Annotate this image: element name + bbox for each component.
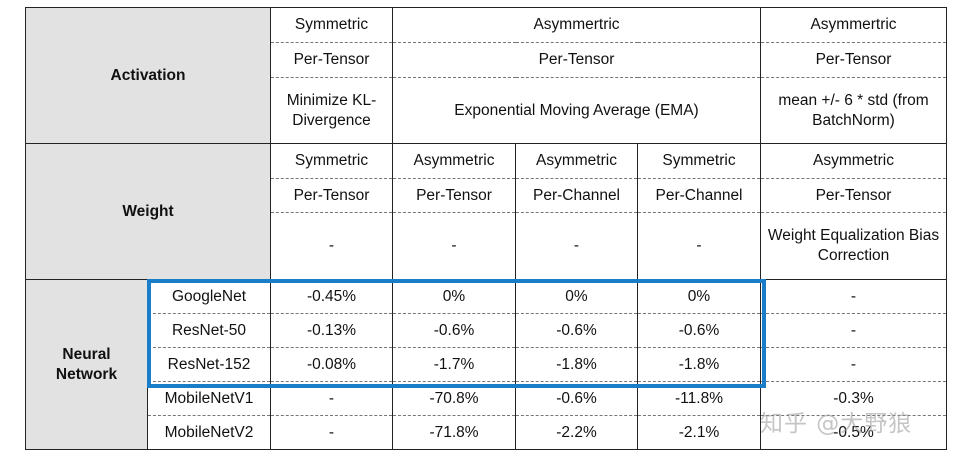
result-cell: -0.08% (270, 347, 393, 382)
weight-symmetry-cell: Symmetric (637, 143, 761, 179)
result-cell: 0% (515, 279, 638, 314)
activation-granularity-cell: Per-Tensor (392, 42, 761, 78)
result-cell: -2.1% (637, 415, 761, 450)
activation-granularity-cell: Per-Tensor (270, 42, 393, 78)
watermark: 知乎 @大野狼 (760, 411, 913, 437)
weight-symmetry-cell: Asymmetric (760, 143, 947, 179)
weight-header: Weight (25, 143, 271, 280)
result-cell: - (760, 347, 947, 382)
weight-method-cell: Weight Equalization Bias Correction (760, 212, 947, 280)
activation-header: Activation (25, 7, 271, 144)
weight-granularity-cell: Per-Tensor (270, 178, 393, 213)
result-cell: -0.6% (637, 313, 761, 348)
activation-granularity-cell: Per-Tensor (760, 42, 947, 78)
result-cell: - (270, 415, 393, 450)
weight-symmetry-cell: Asymmetric (515, 143, 638, 179)
result-cell: -11.8% (637, 381, 761, 416)
weight-symmetry-cell: Asymmetric (392, 143, 516, 179)
weight-granularity-cell: Per-Tensor (760, 178, 947, 213)
network-name-cell: ResNet-50 (147, 313, 271, 348)
result-cell: - (270, 381, 393, 416)
result-cell: - (760, 313, 947, 348)
result-cell: -0.45% (270, 279, 393, 314)
activation-symmetry-cell: Asymmertric (392, 7, 761, 43)
result-cell: 0% (637, 279, 761, 314)
weight-method-cell: - (637, 212, 761, 280)
weight-granularity-cell: Per-Tensor (392, 178, 516, 213)
network-name-cell: MobileNetV1 (147, 381, 271, 416)
weight-method-cell: - (392, 212, 516, 280)
result-cell: -0.5% (833, 423, 874, 441)
weight-symmetry-cell: Symmetric (270, 143, 393, 179)
result-cell: - (760, 279, 947, 314)
weight-granularity-cell: Per-Channel (637, 178, 761, 213)
result-cell: -70.8% (392, 381, 516, 416)
weight-method-cell: - (270, 212, 393, 280)
result-cell: -1.8% (515, 347, 638, 382)
network-name-cell: MobileNetV2 (147, 415, 271, 450)
result-cell: -1.8% (637, 347, 761, 382)
network-name-cell: ResNet-152 (147, 347, 271, 382)
network-name-cell: GoogleNet (147, 279, 271, 314)
activation-method-cell: mean +/- 6 * std (from BatchNorm) (760, 77, 947, 144)
result-cell: -0.13% (270, 313, 393, 348)
result-cell: -0.6% (515, 381, 638, 416)
activation-symmetry-cell: Asymmertric (760, 7, 947, 43)
quantization-results-table: Activation Symmetric Asymmertric Asymmer… (25, 7, 947, 450)
activation-method-cell: Exponential Moving Average (EMA) (392, 77, 761, 144)
activation-symmetry-cell: Symmetric (270, 7, 393, 43)
result-cell: -0.6% (392, 313, 516, 348)
result-cell: -2.2% (515, 415, 638, 450)
neural-network-header: Neural Network (25, 279, 148, 450)
result-cell: 0% (392, 279, 516, 314)
result-cell: -0.3% (760, 381, 947, 416)
weight-granularity-cell: Per-Channel (515, 178, 638, 213)
activation-method-cell: Minimize KL-Divergence (270, 77, 393, 144)
result-cell: -0.6% (515, 313, 638, 348)
weight-method-cell: - (515, 212, 638, 280)
result-cell: -1.7% (392, 347, 516, 382)
result-cell: -71.8% (392, 415, 516, 450)
